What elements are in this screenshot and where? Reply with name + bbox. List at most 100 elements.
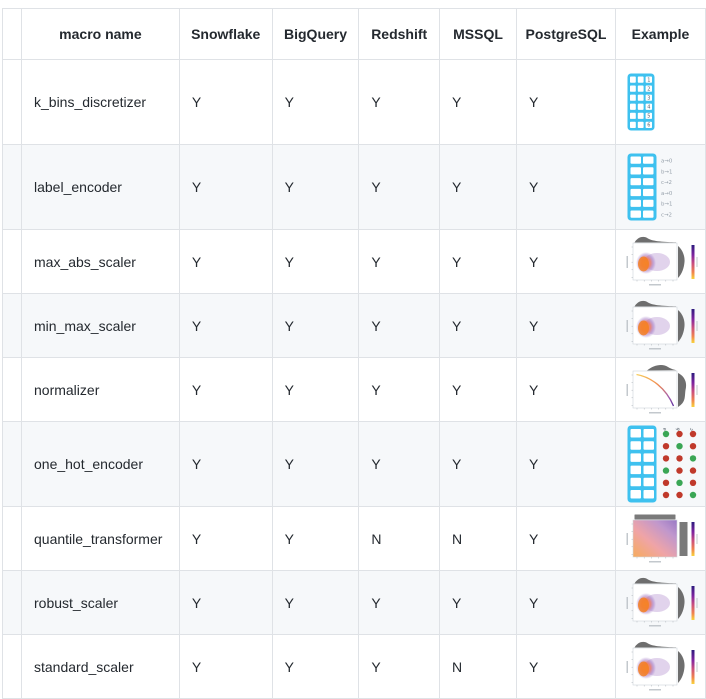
mssql-support-cell: Y [438, 293, 518, 358]
one-hot-matrix-icon: a b c [614, 421, 706, 507]
redshift-support-cell: Y [358, 570, 440, 635]
mssql-support-cell: Y [438, 421, 518, 507]
snowflake-support-cell: Y [178, 229, 273, 294]
bigquery-support-cell: Y [271, 229, 360, 294]
macro-name-cell: standard_scaler [21, 634, 180, 699]
redshift-support-cell: Y [358, 59, 440, 145]
table-row-quantile-transformer: quantile_transformer Y Y N N Y [2, 506, 706, 571]
postgresql-support-cell: Y [516, 421, 616, 507]
redshift-support-cell: N [358, 506, 440, 571]
label-mapping-table-icon: a→0 b→1 c→2 a→0 b→1 c→2 [614, 144, 706, 230]
mssql-support-cell: Y [438, 59, 518, 145]
sliver-cell [2, 229, 22, 294]
table-row-min-max-scaler: min_max_scaler Y Y Y Y Y [2, 293, 706, 358]
table-row-label-encoder: label_encoder Y Y Y Y Y a→0 b→1 c→2 a→0 b→1 [2, 144, 706, 230]
uniform-distribution-plot-icon [614, 506, 706, 571]
bigquery-support-cell: Y [271, 293, 360, 358]
bigquery-support-cell: Y [271, 59, 360, 145]
column-header-postgresql: PostgreSQL [516, 8, 616, 60]
feature-support-table-wrap: macro name Snowflake BigQuery Redshift MSSQL… [2, 8, 706, 699]
svg-text:4: 4 [647, 105, 650, 111]
svg-text:b→1: b→1 [661, 169, 672, 175]
postgresql-support-cell: Y [516, 357, 616, 422]
svg-text:6: 6 [647, 123, 650, 129]
redshift-support-cell: Y [358, 357, 440, 422]
mssql-support-cell: Y [438, 570, 518, 635]
snowflake-support-cell: Y [178, 357, 273, 422]
svg-text:5: 5 [647, 114, 650, 120]
mssql-support-cell: Y [438, 144, 518, 230]
sliver-cell [2, 293, 22, 358]
macro-name-cell: min_max_scaler [21, 293, 180, 358]
svg-text:c→2: c→2 [661, 180, 672, 186]
svg-text:c→2: c→2 [661, 213, 672, 219]
macro-name-cell: normalizer [21, 357, 180, 422]
postgresql-support-cell: Y [516, 570, 616, 635]
macro-name-cell: max_abs_scaler [21, 229, 180, 294]
snowflake-support-cell: Y [178, 59, 273, 145]
scatter-distribution-plot-icon [614, 634, 706, 699]
column-header-redshift: Redshift [358, 8, 440, 60]
sliver-cell [2, 357, 22, 422]
postgresql-support-cell: Y [516, 506, 616, 571]
table-row-normalizer: normalizer Y Y Y Y Y [2, 357, 706, 422]
sliver-cell [2, 59, 22, 145]
sliver-cell [2, 506, 22, 571]
table-row-k-bins-discretizer: k_bins_discretizer Y Y Y Y Y 1 2 3 [2, 59, 706, 145]
table-row-robust-scaler: robust_scaler Y Y Y Y Y [2, 570, 706, 635]
snowflake-support-cell: Y [178, 144, 273, 230]
svg-text:3: 3 [647, 96, 650, 102]
sliver-cell [2, 144, 22, 230]
mssql-support-cell: N [438, 506, 518, 571]
mssql-support-cell: Y [438, 357, 518, 422]
snowflake-support-cell: Y [178, 506, 273, 571]
snowflake-support-cell: Y [178, 421, 273, 507]
column-header-example: Example [614, 8, 706, 60]
redshift-support-cell: Y [358, 421, 440, 507]
macro-name-cell: robust_scaler [21, 570, 180, 635]
snowflake-support-cell: Y [178, 293, 273, 358]
table-row-standard-scaler: standard_scaler Y Y Y N Y [2, 634, 706, 699]
svg-text:b→1: b→1 [661, 202, 672, 208]
support-table: macro name Snowflake BigQuery Redshift MSSQL… [2, 8, 706, 699]
bigquery-support-cell: Y [271, 357, 360, 422]
macro-name-cell: one_hot_encoder [21, 421, 180, 507]
table-row-max-abs-scaler: max_abs_scaler Y Y Y Y Y [2, 229, 706, 294]
curve-distribution-plot-icon [614, 357, 706, 422]
bigquery-support-cell: Y [271, 506, 360, 571]
sliver-column-header [2, 8, 22, 60]
macro-name-cell: quantile_transformer [21, 506, 180, 571]
svg-text:b: b [675, 426, 682, 431]
scatter-distribution-plot-icon [614, 570, 706, 635]
scatter-distribution-plot-icon [614, 293, 706, 358]
sliver-cell [2, 634, 22, 699]
redshift-support-cell: Y [358, 293, 440, 358]
table-body: k_bins_discretizer Y Y Y Y Y 1 2 3 [2, 59, 706, 699]
svg-text:c: c [689, 427, 695, 432]
column-header-mssql: MSSQL [438, 8, 518, 60]
column-header-bigquery: BigQuery [271, 8, 360, 60]
scatter-distribution-plot-icon [614, 229, 706, 294]
bigquery-support-cell: Y [271, 634, 360, 699]
sliver-cell [2, 421, 22, 507]
svg-text:a: a [662, 427, 668, 432]
sliver-cell [2, 570, 22, 635]
snowflake-support-cell: Y [178, 570, 273, 635]
postgresql-support-cell: Y [516, 229, 616, 294]
redshift-support-cell: Y [358, 634, 440, 699]
snowflake-support-cell: Y [178, 634, 273, 699]
svg-text:a→0: a→0 [661, 191, 673, 197]
postgresql-support-cell: Y [516, 293, 616, 358]
postgresql-support-cell: Y [516, 634, 616, 699]
bigquery-support-cell: Y [271, 144, 360, 230]
mssql-support-cell: Y [438, 229, 518, 294]
header-row: macro name Snowflake BigQuery Redshift MSSQL… [2, 8, 706, 60]
redshift-support-cell: Y [358, 229, 440, 294]
macro-name-cell: label_encoder [21, 144, 180, 230]
svg-text:a→0: a→0 [661, 159, 673, 165]
postgresql-support-cell: Y [516, 144, 616, 230]
redshift-support-cell: Y [358, 144, 440, 230]
bigquery-support-cell: Y [271, 570, 360, 635]
macro-name-cell: k_bins_discretizer [21, 59, 180, 145]
